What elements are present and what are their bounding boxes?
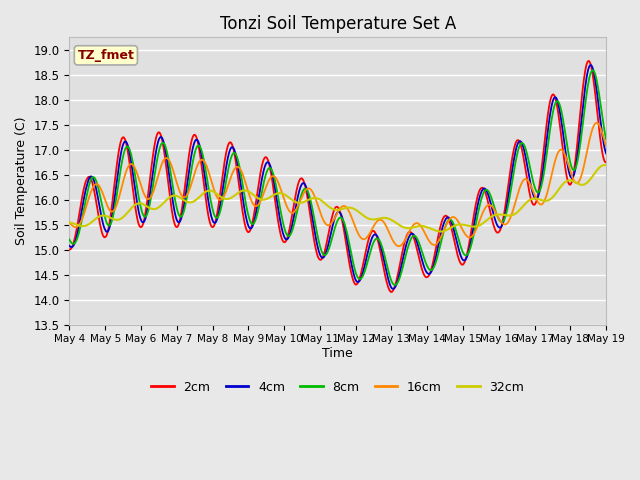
Legend: 2cm, 4cm, 8cm, 16cm, 32cm: 2cm, 4cm, 8cm, 16cm, 32cm <box>146 376 529 399</box>
Y-axis label: Soil Temperature (C): Soil Temperature (C) <box>15 117 28 245</box>
Text: TZ_fmet: TZ_fmet <box>77 49 134 62</box>
X-axis label: Time: Time <box>323 347 353 360</box>
Title: Tonzi Soil Temperature Set A: Tonzi Soil Temperature Set A <box>220 15 456 33</box>
